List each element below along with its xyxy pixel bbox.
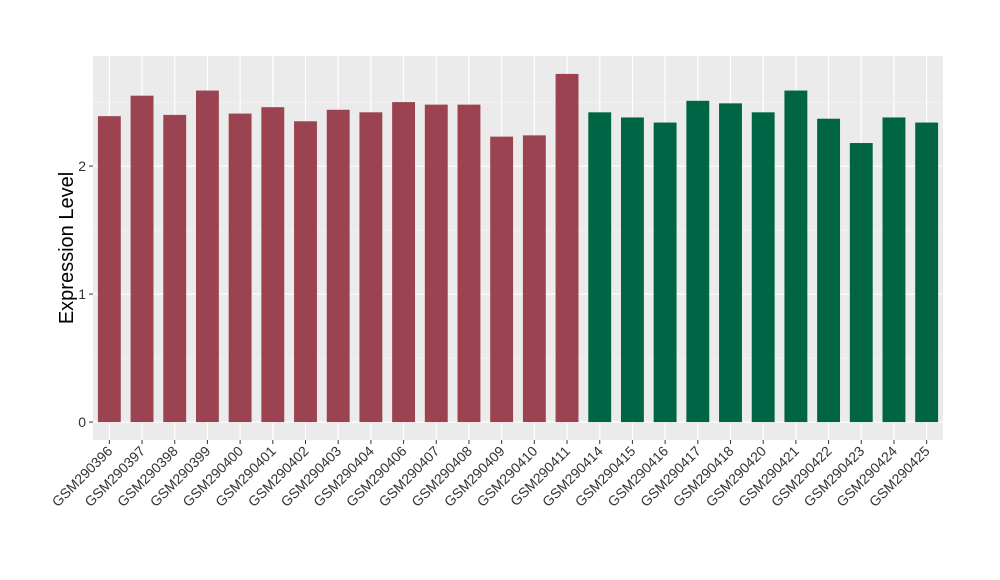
bar-GSM290417 bbox=[686, 100, 710, 423]
bar-GSM290409 bbox=[490, 136, 514, 423]
x-axis: GSM290396GSM290397GSM290398GSM290399GSM2… bbox=[49, 440, 933, 510]
bar-GSM290401 bbox=[261, 107, 285, 423]
bar-GSM290399 bbox=[195, 90, 219, 423]
bar-GSM290424 bbox=[882, 117, 906, 423]
y-tick-label: 1 bbox=[78, 286, 86, 302]
bar-GSM290423 bbox=[849, 143, 873, 423]
bar-GSM290406 bbox=[392, 102, 416, 423]
y-axis: 0 1 2 bbox=[78, 158, 93, 430]
bar-GSM290403 bbox=[326, 109, 350, 423]
bar-GSM290414 bbox=[588, 112, 612, 423]
bar-GSM290408 bbox=[457, 104, 481, 423]
bar-GSM290398 bbox=[163, 114, 187, 423]
bar-GSM290422 bbox=[817, 118, 841, 423]
bar-GSM290404 bbox=[359, 112, 383, 423]
bar-GSM290407 bbox=[424, 104, 448, 423]
bar-GSM290415 bbox=[620, 117, 644, 423]
bar-GSM290411 bbox=[555, 73, 579, 423]
bar-GSM290396 bbox=[97, 116, 121, 423]
bar-GSM290402 bbox=[294, 121, 317, 423]
plot-panel bbox=[93, 56, 943, 440]
bar-GSM290421 bbox=[784, 90, 808, 423]
bar-GSM290420 bbox=[751, 112, 775, 423]
bar-GSM290416 bbox=[653, 122, 677, 423]
bars bbox=[97, 73, 939, 423]
y-tick-label: 2 bbox=[78, 158, 86, 174]
y-axis-title: Expression Level bbox=[56, 172, 78, 324]
bar-GSM290397 bbox=[130, 95, 154, 423]
bar-GSM290418 bbox=[719, 103, 742, 423]
y-tick-label: 0 bbox=[78, 414, 86, 430]
bar-GSM290400 bbox=[228, 113, 252, 423]
bar-GSM290425 bbox=[915, 122, 939, 423]
bar-GSM290410 bbox=[522, 135, 546, 423]
